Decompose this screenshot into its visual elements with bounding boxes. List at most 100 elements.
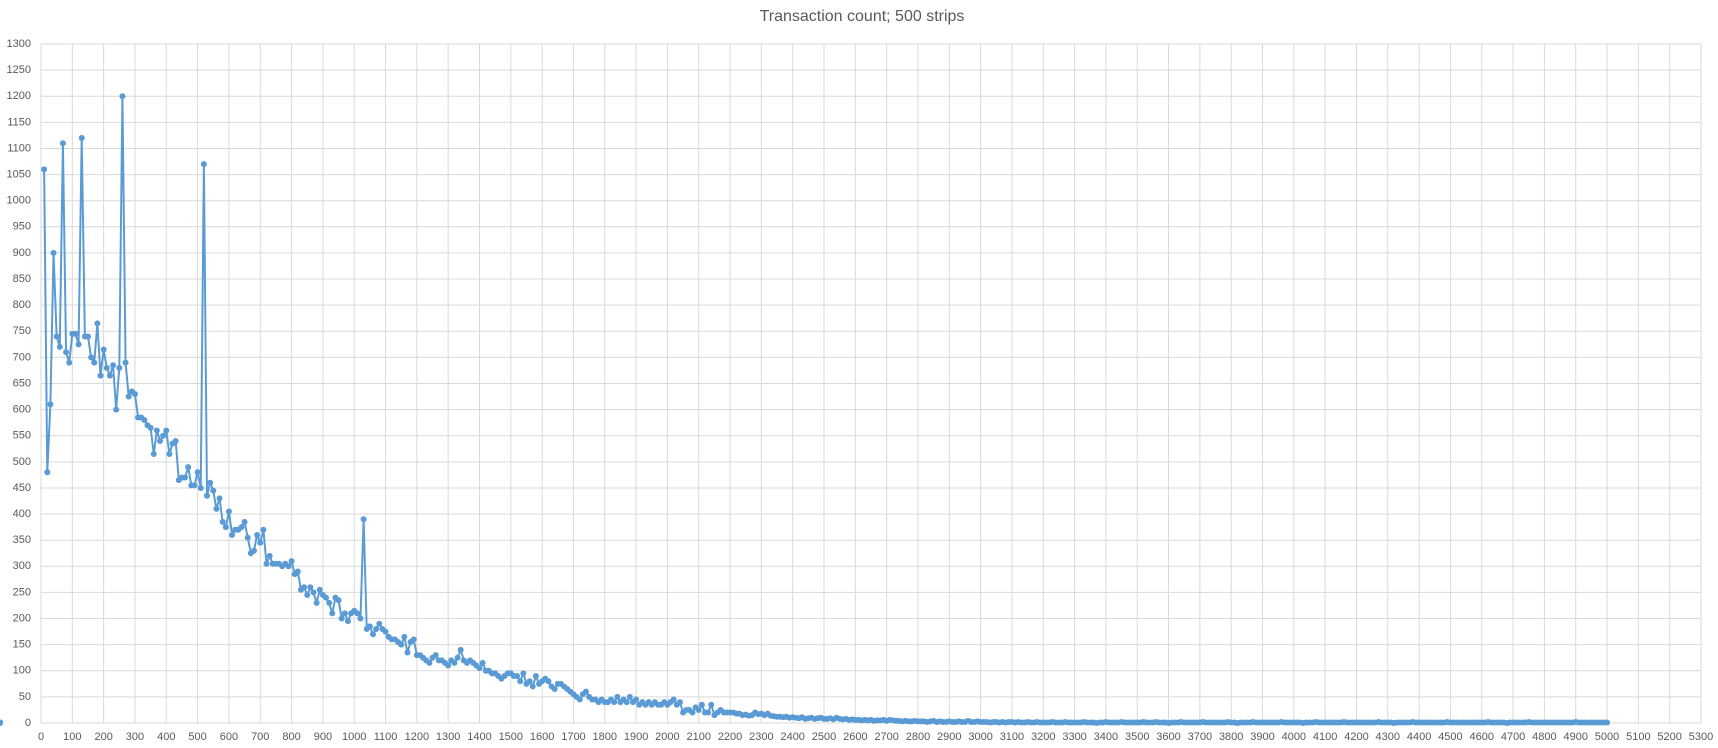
- data-point: [94, 320, 101, 327]
- data-point: [398, 641, 405, 648]
- x-tick-label: 100: [63, 731, 81, 743]
- x-tick-label: 3900: [1250, 731, 1274, 743]
- data-point: [225, 508, 232, 515]
- data-point: [222, 524, 229, 531]
- x-tick-label: 1400: [467, 731, 491, 743]
- y-tick-label: 1200: [7, 90, 31, 102]
- y-tick-label: 0: [25, 717, 31, 729]
- data-point: [50, 249, 57, 256]
- y-tick-label: 150: [13, 639, 31, 651]
- data-point: [288, 558, 295, 565]
- data-point: [454, 654, 461, 661]
- x-tick-label: 4000: [1282, 731, 1306, 743]
- x-tick-label: 600: [220, 731, 238, 743]
- y-tick-label: 250: [13, 586, 31, 598]
- data-point: [335, 597, 342, 604]
- data-point: [382, 628, 389, 635]
- y-tick-label: 1250: [7, 64, 31, 76]
- data-point: [445, 662, 452, 669]
- x-tick-label: 5100: [1626, 731, 1650, 743]
- y-tick-label: 850: [13, 273, 31, 285]
- data-point: [100, 346, 107, 353]
- data-point: [191, 482, 198, 489]
- data-point: [88, 354, 95, 361]
- data-point: [614, 693, 621, 700]
- x-tick-label: 2200: [718, 731, 742, 743]
- data-point: [106, 372, 113, 379]
- data-point: [0, 719, 3, 726]
- data-point: [582, 688, 589, 695]
- x-tick-label: 4100: [1313, 731, 1337, 743]
- data-point: [229, 531, 236, 538]
- data-point: [263, 560, 270, 567]
- data-point: [244, 534, 251, 541]
- x-tick-label: 500: [188, 731, 206, 743]
- data-point: [207, 479, 214, 486]
- y-tick-label: 200: [13, 612, 31, 624]
- data-point: [373, 625, 380, 632]
- data-point: [147, 424, 154, 431]
- data-point: [285, 563, 292, 570]
- x-tick-label: 3400: [1094, 731, 1118, 743]
- x-tick-label: 3800: [1219, 731, 1243, 743]
- x-tick-label: 900: [314, 731, 332, 743]
- data-point: [323, 594, 330, 601]
- y-tick-label: 600: [13, 404, 31, 416]
- data-point: [623, 699, 630, 706]
- data-point: [370, 631, 376, 638]
- data-point: [63, 349, 70, 356]
- data-point: [695, 706, 702, 713]
- y-tick-label: 1150: [7, 116, 31, 128]
- data-point: [204, 492, 210, 499]
- y-tick-label: 700: [13, 351, 31, 363]
- data-point: [432, 652, 439, 659]
- y-tick-label: 650: [13, 377, 31, 389]
- y-tick-label: 1100: [7, 142, 31, 154]
- x-tick-label: 3700: [1188, 731, 1212, 743]
- x-tick-label: 4500: [1438, 731, 1462, 743]
- y-tick-label: 900: [13, 247, 31, 259]
- data-point: [56, 343, 63, 350]
- x-tick-label: 4700: [1501, 731, 1525, 743]
- data-point: [451, 659, 458, 666]
- data-point: [329, 610, 336, 617]
- data-point: [78, 135, 85, 142]
- data-point: [517, 678, 524, 685]
- x-tick-label: 4600: [1470, 731, 1494, 743]
- x-tick-label: 1300: [436, 731, 460, 743]
- x-tick-label: 4300: [1376, 731, 1400, 743]
- data-point: [307, 584, 314, 591]
- data-point: [526, 678, 533, 685]
- x-tick-label: 2600: [843, 731, 867, 743]
- data-point: [670, 696, 677, 703]
- x-tick-label: 2800: [906, 731, 930, 743]
- x-tick-label: 4900: [1563, 731, 1587, 743]
- data-point: [410, 636, 417, 643]
- data-point: [545, 678, 552, 685]
- x-tick-label: 3600: [1156, 731, 1180, 743]
- y-tick-label: 450: [13, 482, 31, 494]
- x-tick-label: 300: [126, 731, 144, 743]
- data-point: [360, 516, 367, 523]
- data-point: [532, 672, 539, 679]
- data-point: [479, 659, 486, 666]
- data-point: [338, 615, 345, 622]
- data-point: [633, 696, 640, 703]
- x-tick-label: 3100: [1000, 731, 1024, 743]
- data-point: [254, 531, 261, 538]
- x-tick-label: 0: [38, 731, 44, 743]
- x-tick-label: 2100: [686, 731, 710, 743]
- data-point: [457, 646, 464, 653]
- data-point: [219, 518, 226, 525]
- x-tick-label: 5300: [1689, 731, 1713, 743]
- y-tick-label: 950: [13, 221, 31, 233]
- y-tick-label: 1000: [7, 195, 31, 207]
- data-point: [260, 526, 267, 533]
- data-point: [103, 364, 110, 371]
- data-point: [166, 451, 173, 458]
- data-point: [313, 599, 320, 606]
- y-tick-label: 300: [13, 560, 31, 572]
- data-point: [194, 469, 201, 476]
